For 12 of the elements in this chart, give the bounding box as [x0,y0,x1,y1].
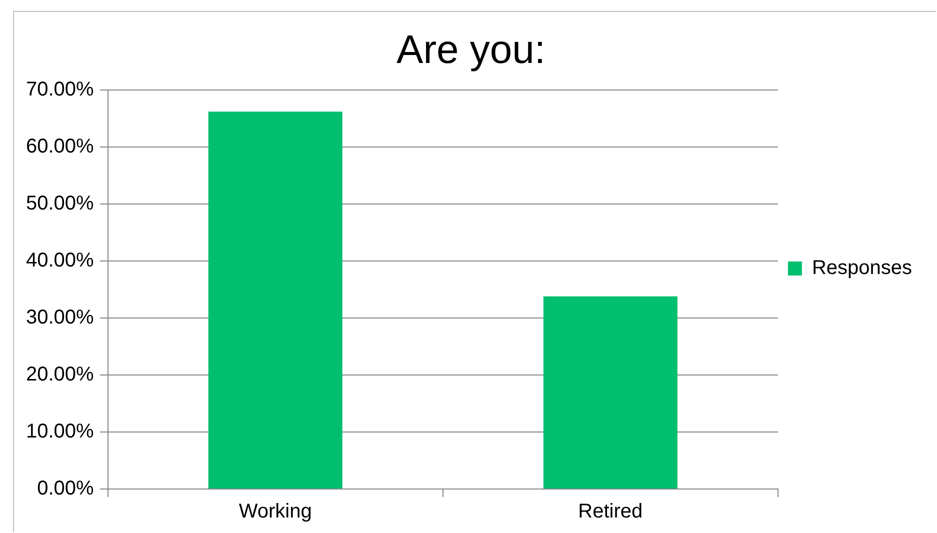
chart-title: Are you: [396,28,546,72]
y-tick-label: 0.00% [37,478,94,500]
y-tick-label: 30.00% [26,306,94,329]
y-tick-label: 60.00% [26,136,94,158]
y-tick-label: 20.00% [26,364,94,386]
y-tick-label: 50.00% [26,192,94,215]
x-tick-label: Retired [578,500,643,523]
y-tick-label: 10.00% [26,420,94,443]
legend-label: Responses [812,257,912,280]
y-tick-label: 70.00% [26,78,94,101]
x-tick-label: Working [238,500,312,523]
y-tick-label: 40.00% [26,250,94,272]
